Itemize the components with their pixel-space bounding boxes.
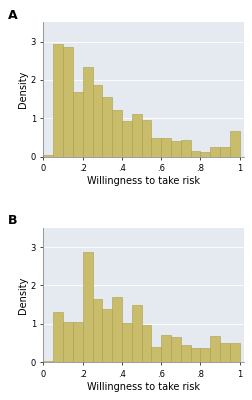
Bar <box>122 121 132 157</box>
Bar <box>230 130 240 157</box>
Bar <box>102 97 112 157</box>
Bar <box>44 155 53 157</box>
Y-axis label: Density: Density <box>18 71 28 108</box>
Bar <box>44 361 53 362</box>
Bar <box>191 348 201 362</box>
Bar <box>220 343 230 362</box>
Bar <box>161 335 171 362</box>
Bar <box>73 92 83 157</box>
Bar <box>230 343 240 362</box>
Text: A: A <box>8 9 17 22</box>
Bar <box>132 305 142 362</box>
Bar <box>83 67 92 157</box>
Bar <box>92 84 102 157</box>
Bar <box>63 322 73 362</box>
Bar <box>92 298 102 362</box>
Bar <box>53 44 63 157</box>
Bar <box>151 347 161 362</box>
Bar <box>132 114 142 157</box>
Bar <box>181 140 191 157</box>
Bar <box>53 312 63 362</box>
Bar <box>122 323 132 362</box>
Bar <box>171 337 181 362</box>
Bar <box>112 297 122 362</box>
Bar <box>142 120 151 157</box>
Bar <box>151 138 161 157</box>
X-axis label: Willingness to take risk: Willingness to take risk <box>87 176 200 186</box>
Y-axis label: Density: Density <box>18 276 28 314</box>
Bar <box>73 322 83 362</box>
Bar <box>171 140 181 157</box>
Bar <box>142 325 151 362</box>
Bar <box>63 47 73 157</box>
Bar <box>181 345 191 362</box>
Bar <box>210 148 220 157</box>
Bar <box>210 336 220 362</box>
Bar <box>220 147 230 157</box>
Text: B: B <box>8 214 17 228</box>
Bar <box>201 152 210 157</box>
Bar <box>112 110 122 157</box>
Bar <box>201 348 210 362</box>
X-axis label: Willingness to take risk: Willingness to take risk <box>87 382 200 392</box>
Bar <box>83 252 92 362</box>
Bar <box>102 308 112 362</box>
Bar <box>191 150 201 157</box>
Bar <box>161 138 171 157</box>
